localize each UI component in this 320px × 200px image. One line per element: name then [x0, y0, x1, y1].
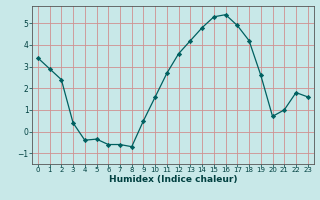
X-axis label: Humidex (Indice chaleur): Humidex (Indice chaleur)	[108, 175, 237, 184]
